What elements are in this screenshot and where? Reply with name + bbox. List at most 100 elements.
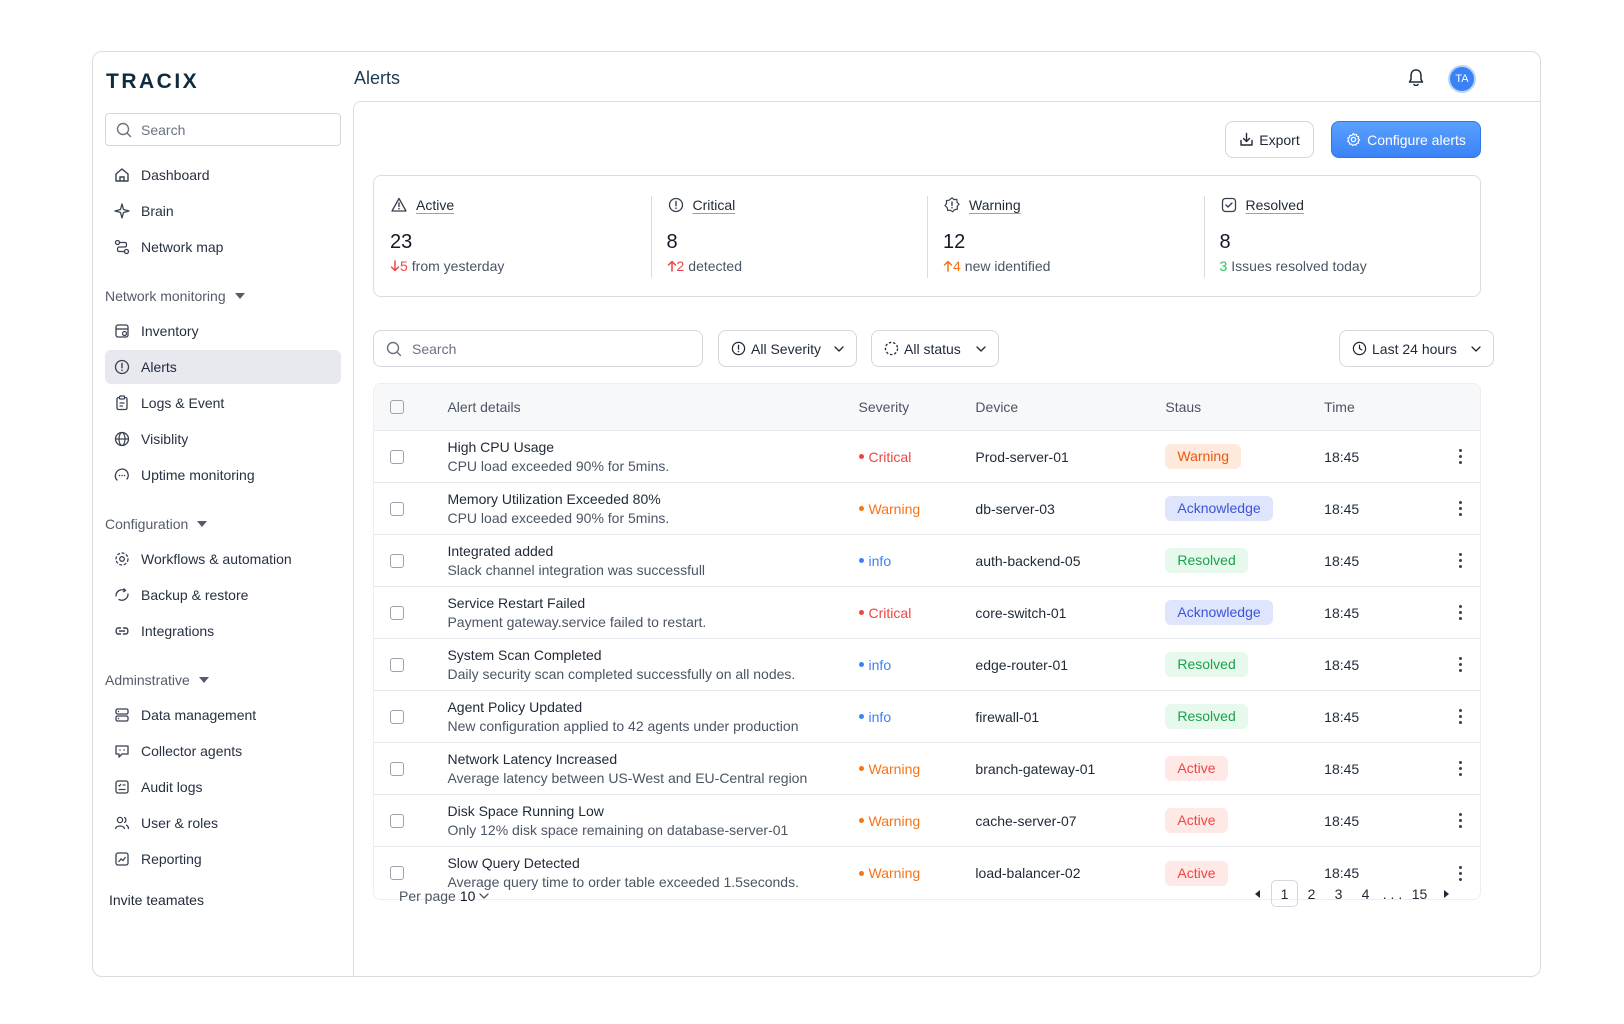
sidebar-nav: Dashboard Brain Network map Network monitor… — [105, 158, 341, 876]
more-options-icon[interactable] — [1459, 657, 1463, 672]
more-options-icon[interactable] — [1459, 761, 1463, 776]
database-icon — [115, 708, 129, 722]
configure-alerts-label: Configure alerts — [1367, 131, 1466, 148]
sidebar-item-visiblity[interactable]: Visiblity — [105, 422, 341, 456]
sidebar-item-user-roles[interactable]: User & roles — [105, 806, 341, 840]
status-dropdown[interactable]: All status — [871, 330, 999, 367]
alerts-search-input[interactable]: Search — [373, 330, 703, 367]
nav-group-network-monitoring[interactable]: Network monitoring — [105, 284, 341, 308]
stat-delta-text: detected — [688, 258, 743, 274]
severity-label: Warning — [858, 812, 976, 829]
status-badge: Acknowledge — [1165, 600, 1273, 625]
sidebar-item-backup-restore[interactable]: Backup & restore — [105, 578, 341, 612]
header-time[interactable]: Time — [1324, 399, 1355, 415]
sidebar-item-brain[interactable]: Brain — [105, 194, 341, 228]
severity-dot-icon — [858, 766, 864, 771]
nav-group-adminstrative[interactable]: Adminstrative — [105, 668, 341, 692]
more-options-icon[interactable] — [1459, 501, 1463, 516]
alert-circle-icon — [731, 341, 746, 356]
page-button-last[interactable]: 15 — [1411, 885, 1428, 902]
sidebar-item-data-management[interactable]: Data management — [105, 698, 341, 732]
severity-dot-icon — [858, 818, 864, 823]
page-button-2[interactable]: 2 — [1307, 885, 1316, 902]
sidebar-item-reporting[interactable]: Reporting — [105, 842, 341, 876]
table-row[interactable]: High CPU Usage CPU load exceeded 90% for … — [374, 431, 1480, 483]
nav-group-title: Network monitoring — [105, 288, 226, 304]
more-options-icon[interactable] — [1459, 553, 1463, 568]
stat-card-critical[interactable]: Critical 8 2 detected — [650, 176, 928, 296]
table-row[interactable]: Memory Utilization Exceeded 80% CPU load … — [374, 483, 1480, 535]
more-options-icon[interactable] — [1459, 449, 1463, 464]
alert-description: Only 12% disk space remaining on databas… — [447, 821, 789, 838]
header-status[interactable]: Staus — [1165, 399, 1202, 415]
sidebar-item-dashboard[interactable]: Dashboard — [105, 158, 341, 192]
severity-dropdown[interactable]: All Severity — [718, 330, 857, 367]
sidebar-item-audit-logs[interactable]: Audit logs — [105, 770, 341, 804]
sidebar-item-workflows-automation[interactable]: Workflows & automation — [105, 542, 341, 576]
nav-group-configuration[interactable]: Configuration — [105, 512, 341, 536]
sidebar-item-integrations[interactable]: Integrations — [105, 614, 341, 648]
row-checkbox[interactable] — [390, 501, 404, 516]
sparkle-icon — [114, 203, 130, 219]
row-checkbox[interactable] — [390, 657, 404, 672]
page-button-3[interactable]: 3 — [1334, 885, 1343, 902]
select-all-checkbox[interactable] — [390, 400, 404, 414]
alert-circle-icon — [114, 359, 130, 375]
prev-page-button[interactable] — [1244, 880, 1271, 907]
table-row[interactable]: System Scan Completed Daily security scan… — [374, 639, 1480, 691]
table-row[interactable]: Service Restart Failed Payment gateway.se… — [374, 587, 1480, 639]
header-device[interactable]: Device — [975, 399, 1019, 415]
more-options-icon[interactable] — [1459, 865, 1463, 881]
table-row[interactable]: Slow Query Detected Average query time to… — [374, 847, 1480, 899]
table-row[interactable]: Integrated added Slack channel integratio… — [374, 535, 1480, 587]
severity-dot-icon — [858, 662, 864, 667]
sidebar-item-network-map[interactable]: Network map — [105, 230, 341, 264]
row-checkbox[interactable] — [390, 449, 404, 464]
header-details[interactable]: Alert details — [447, 399, 521, 415]
next-page-button[interactable] — [1433, 880, 1460, 907]
row-checkbox[interactable] — [390, 761, 404, 776]
chevron-down-icon — [976, 345, 986, 352]
configure-alerts-button[interactable]: Configure alerts — [1331, 121, 1481, 158]
row-checkbox[interactable] — [390, 709, 404, 724]
table-row[interactable]: Agent Policy Updated New configuration ap… — [374, 691, 1480, 743]
stat-value: 23 — [390, 231, 413, 253]
stat-card-active[interactable]: Active 23 5 from yesterday — [374, 176, 651, 296]
stat-card-resolved[interactable]: Resolved 8 3 Issues resolved today — [1203, 176, 1481, 296]
page-button-1[interactable]: 1 — [1271, 880, 1298, 907]
row-checkbox[interactable] — [390, 866, 404, 880]
sidebar-item-logs-event[interactable]: Logs & Event — [105, 386, 341, 420]
row-checkbox[interactable] — [390, 553, 404, 568]
device-name: cache-server-07 — [975, 812, 1077, 829]
status-badge: Resolved — [1165, 652, 1248, 677]
sidebar-search-input[interactable]: Search — [105, 113, 341, 146]
table-row[interactable]: Disk Space Running Low Only 12% disk spac… — [374, 795, 1480, 847]
more-options-icon[interactable] — [1459, 813, 1463, 828]
severity-text: info — [868, 656, 892, 673]
alert-title: Slow Query Detected — [447, 855, 580, 871]
severity-label: Critical — [858, 449, 976, 465]
sidebar-item-label: Workflows & automation — [141, 551, 292, 567]
sidebar-item-inventory[interactable]: Inventory — [105, 314, 341, 348]
row-checkbox[interactable] — [390, 605, 404, 620]
sidebar-item-alerts[interactable]: Alerts — [105, 350, 341, 384]
sidebar-item-label: Collector agents — [141, 743, 243, 759]
per-page-value: 10 — [459, 888, 476, 904]
table-row[interactable]: Network Latency Increased Average latency… — [374, 743, 1480, 795]
avatar[interactable]: TA — [1448, 65, 1476, 93]
time-range-dropdown[interactable]: Last 24 hours — [1339, 330, 1494, 367]
header-severity[interactable]: Severity — [858, 399, 910, 415]
sidebar-item-uptime-monitoring[interactable]: Uptime monitoring — [105, 458, 341, 492]
row-checkbox[interactable] — [390, 813, 404, 828]
severity-text: Warning — [868, 812, 921, 829]
more-options-icon[interactable] — [1459, 709, 1463, 724]
more-options-icon[interactable] — [1459, 605, 1463, 620]
bell-icon[interactable] — [1407, 68, 1425, 91]
stat-delta: 5 — [400, 258, 408, 274]
page-button-4[interactable]: 4 — [1361, 885, 1370, 902]
per-page-selector[interactable]: Per page 10 — [399, 888, 490, 904]
invite-teammates-link[interactable]: Invite teamates — [109, 892, 204, 908]
stat-card-warning[interactable]: Warning 12 4 new identified — [927, 176, 1204, 296]
export-button[interactable]: Export — [1225, 121, 1314, 158]
sidebar-item-collector-agents[interactable]: Collector agents — [105, 734, 341, 768]
